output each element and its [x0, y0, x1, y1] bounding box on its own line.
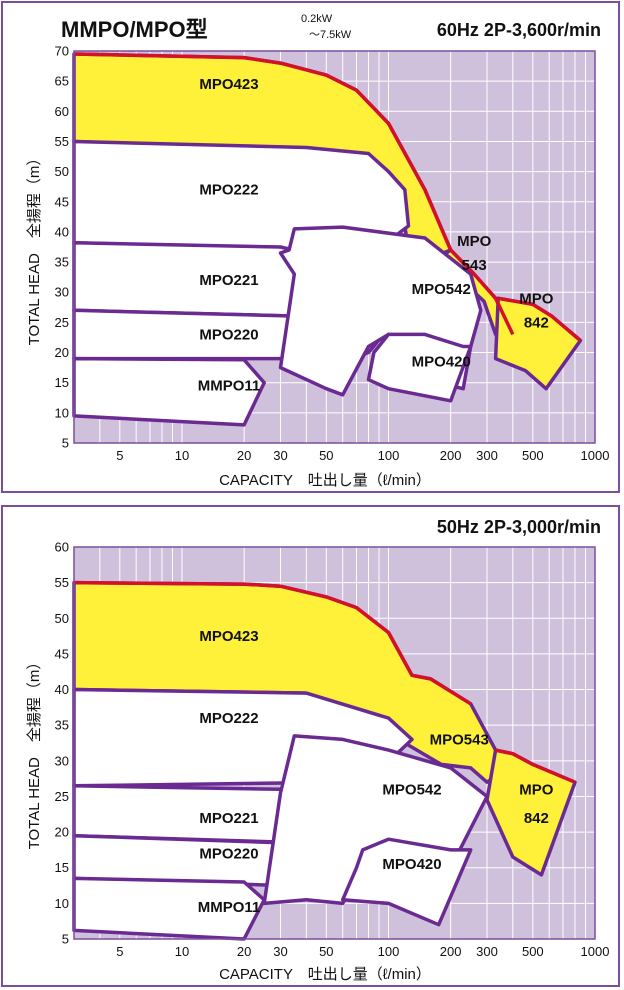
model-label-mpo420: MPO420 [412, 354, 471, 371]
max-curve-mpo423 [73, 52, 453, 251]
x-tick-label: 10 [175, 448, 189, 463]
model-label-mpo221: MPO221 [199, 810, 258, 827]
chart-60hz: MMPO/MPO型 0.2kW ～7.5kW 60Hz 2P-3,600r/mi… [25, 13, 610, 489]
x-tick-label: 1000 [581, 448, 610, 463]
chart-panel-60hz: MMPO/MPO型 0.2kW ～7.5kW 60Hz 2P-3,600r/mi… [1, 1, 620, 493]
model-label-mmpo11: MMPO11 [198, 378, 261, 395]
y-tick-label: 30 [55, 285, 69, 300]
y-tick-label: 50 [55, 164, 69, 179]
max-curve-mpo842 [497, 296, 582, 342]
x-tick-label: 50 [319, 448, 333, 463]
plot-frame [73, 50, 596, 444]
x-tick-label: 300 [476, 944, 498, 959]
x-tick-label: 5 [116, 448, 123, 463]
region-mpo420 [366, 332, 473, 403]
y-tick-label: 45 [55, 194, 69, 209]
model-label-mpo420: MPO420 [382, 856, 441, 873]
frequency-title-60hz: 60Hz 2P-3,600r/min [437, 20, 601, 40]
y-tick-label: 20 [55, 345, 69, 360]
y-tick-label: 35 [55, 718, 69, 733]
model-label-mpo222: MPO222 [199, 182, 258, 199]
plot-frame [73, 546, 596, 940]
model-label-mpo220: MPO220 [199, 326, 258, 343]
model-label-mpo220: MPO220 [199, 845, 258, 862]
x-tick-label: 1000 [581, 944, 610, 959]
y-tick-label: 40 [55, 224, 69, 239]
model-label-mpo-842: MPO [519, 781, 554, 798]
model-label-mpo-543: MPO [457, 233, 492, 250]
model-label-mpo-842: 842 [524, 810, 549, 827]
x-tick-label: 10 [175, 944, 189, 959]
model-label-mpo221: MPO221 [199, 272, 258, 289]
x-tick-label: 200 [440, 448, 462, 463]
chart-50hz: 50Hz 2P-3,000r/min CAPACITY 吐出し量（ℓ/min） … [25, 517, 610, 983]
x-tick-label: 20 [237, 448, 251, 463]
x-tick-label: 100 [378, 448, 400, 463]
chart-main-title: MMPO/MPO型 [61, 17, 208, 42]
y-tick-label: 20 [55, 825, 69, 840]
chart-panel-50hz: 50Hz 2P-3,000r/min CAPACITY 吐出し量（ℓ/min） … [1, 505, 620, 987]
power-range-top: 0.2kW [301, 13, 333, 25]
x-tick-label: 30 [273, 944, 287, 959]
x-axis-label-50hz: CAPACITY 吐出し量（ℓ/min） [219, 966, 431, 983]
y-tick-label: 40 [55, 682, 69, 697]
x-tick-label: 500 [522, 944, 544, 959]
model-label-mpo-543: 543 [462, 257, 487, 274]
model-label-mpo543: MPO543 [430, 731, 489, 748]
model-label-mpo423: MPO423 [199, 76, 258, 93]
x-tick-label: 20 [237, 944, 251, 959]
y-tick-label: 55 [55, 575, 69, 590]
x-tick-label: 50 [319, 944, 333, 959]
y-axis-label-60hz: TOTAL HEAD 全揚程（m） [25, 151, 43, 346]
frequency-title-50hz: 50Hz 2P-3,000r/min [437, 517, 601, 537]
y-tick-label: 10 [55, 896, 69, 911]
y-tick-label: 15 [55, 860, 69, 875]
region-mpo420 [340, 837, 473, 927]
model-label-mpo-842: MPO [519, 290, 554, 307]
x-tick-label: 30 [273, 448, 287, 463]
x-tick-label: 100 [378, 944, 400, 959]
y-axis-label-50hz: TOTAL HEAD 全揚程（m） [25, 655, 43, 850]
y-tick-label: 25 [55, 789, 69, 804]
y-tick-label: 55 [55, 134, 69, 149]
x-axis-label-60hz: CAPACITY 吐出し量（ℓ/min） [219, 472, 431, 489]
y-tick-label: 65 [55, 74, 69, 89]
y-tick-label: 50 [55, 611, 69, 626]
y-tick-label: 35 [55, 255, 69, 270]
x-tick-label: 200 [440, 944, 462, 959]
x-tick-label: 300 [476, 448, 498, 463]
power-range-bottom: ～7.5kW [309, 29, 352, 41]
y-tick-label: 60 [55, 540, 69, 555]
y-tick-label: 10 [55, 405, 69, 420]
model-label-mpo542: MPO542 [382, 781, 441, 798]
model-label-mpo-842: 842 [524, 314, 549, 331]
y-tick-label: 30 [55, 753, 69, 768]
x-tick-label: 500 [522, 448, 544, 463]
model-label-mpo423: MPO423 [199, 628, 258, 645]
model-label-mmpo11: MMPO11 [198, 899, 261, 916]
max-curve-mpo543 [449, 248, 515, 336]
y-tick-label: 5 [62, 436, 69, 451]
y-tick-label: 25 [55, 315, 69, 330]
y-tick-label: 5 [62, 932, 69, 947]
x-tick-label: 5 [116, 944, 123, 959]
max-curve-mpo423 [73, 580, 472, 706]
y-tick-label: 15 [55, 375, 69, 390]
model-label-mpo542: MPO542 [412, 281, 471, 298]
y-tick-label: 60 [55, 104, 69, 119]
y-tick-label: 70 [55, 44, 69, 59]
max-curve-mpo842 [495, 748, 576, 784]
model-label-mpo222: MPO222 [199, 710, 258, 727]
y-tick-label: 45 [55, 646, 69, 661]
